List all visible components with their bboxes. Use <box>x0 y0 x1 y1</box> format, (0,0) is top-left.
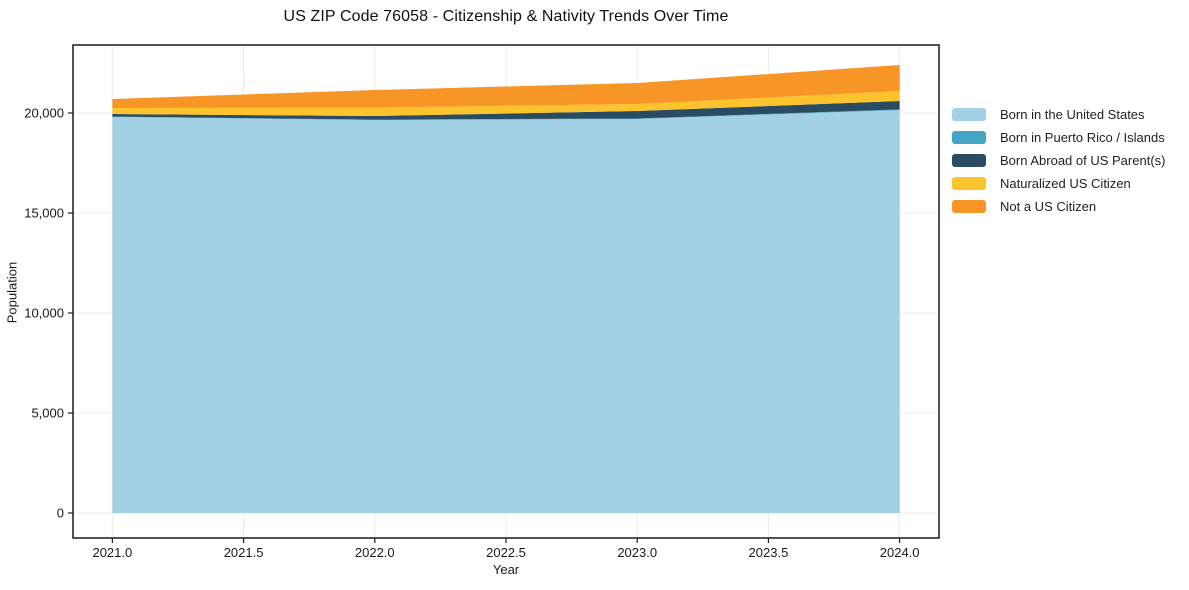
legend-swatch-icon <box>952 154 986 167</box>
legend-label: Born in Puerto Rico / Islands <box>1000 130 1165 145</box>
legend-swatch-icon <box>952 177 986 190</box>
y-tick-label: 20,000 <box>24 106 64 121</box>
x-axis-label: Year <box>492 562 520 577</box>
legend-item-born-abroad-of-us-parent-s: Born Abroad of US Parent(s) <box>952 149 1165 172</box>
legend-swatch-icon <box>952 131 986 144</box>
x-tick-label: 2021.0 <box>92 545 132 560</box>
legend-label: Born in the United States <box>1000 107 1145 122</box>
area-not-a-us-citizen <box>112 65 900 108</box>
x-tick-label: 2024.0 <box>880 545 920 560</box>
legend: Born in the United States Born in Puerto … <box>952 103 1165 218</box>
y-tick-label: 15,000 <box>24 206 64 221</box>
legend-swatch-icon <box>952 108 986 121</box>
legend-label: Born Abroad of US Parent(s) <box>1000 153 1166 168</box>
chart-title: US ZIP Code 76058 - Citizenship & Nativi… <box>283 8 729 25</box>
area-born-abroad-of-us-parent-s <box>112 101 900 120</box>
y-tick-label: 10,000 <box>24 306 64 321</box>
legend-swatch-icon <box>952 200 986 213</box>
x-tick-label: 2023.5 <box>749 545 789 560</box>
legend-item-not-a-us-citizen: Not a US Citizen <box>952 195 1165 218</box>
x-tick-label: 2023.0 <box>617 545 657 560</box>
y-axis-label: Population <box>4 261 20 324</box>
area-born-in-the-united-states <box>112 110 900 513</box>
legend-item-born-in-the-united-states: Born in the United States <box>952 103 1165 126</box>
x-tick-label: 2022.0 <box>355 545 395 560</box>
y-tick-label: 0 <box>57 506 64 521</box>
x-tick-label: 2021.5 <box>224 545 264 560</box>
area-naturalized-us-citizen <box>112 91 900 116</box>
x-tick-label: 2022.5 <box>486 545 526 560</box>
legend-label: Naturalized US Citizen <box>1000 176 1131 191</box>
legend-label: Not a US Citizen <box>1000 199 1097 214</box>
y-tick-label: 5,000 <box>31 406 64 421</box>
legend-item-born-in-puerto-rico-islands: Born in Puerto Rico / Islands <box>952 126 1165 149</box>
legend-item-naturalized-us-citizen: Naturalized US Citizen <box>952 172 1165 195</box>
